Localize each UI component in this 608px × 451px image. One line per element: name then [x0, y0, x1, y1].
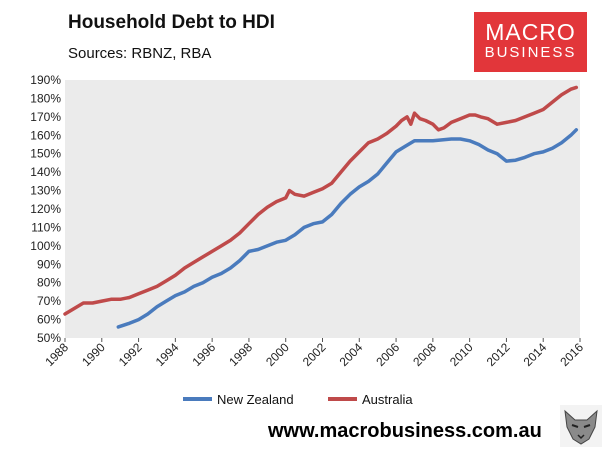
website-url: www.macrobusiness.com.au — [268, 420, 542, 442]
y-tick-label: 170% — [30, 110, 61, 124]
y-tick-label: 50% — [37, 331, 61, 345]
legend-label-new-zealand: New Zealand — [217, 392, 294, 407]
x-tick-label: 1994 — [153, 340, 182, 369]
x-tick-label: 1992 — [116, 340, 145, 369]
x-tick-label: 1998 — [226, 340, 255, 369]
page-title: Household Debt to HDI — [68, 12, 275, 33]
macrobusiness-logo: MACRO BUSINESS — [474, 12, 587, 72]
x-tick-label: 2006 — [373, 340, 402, 369]
x-tick-label: 1996 — [189, 340, 218, 369]
x-tick-label: 2004 — [337, 340, 366, 369]
x-tick-label: 2014 — [521, 340, 550, 369]
y-tick-label: 130% — [30, 184, 61, 198]
x-tick-label: 1990 — [79, 340, 108, 369]
y-tick-label: 180% — [30, 91, 61, 105]
chart-subtitle: Sources: RBNZ, RBA — [68, 45, 212, 62]
y-tick-label: 120% — [30, 202, 61, 216]
x-tick-label: 2012 — [484, 340, 513, 369]
plot-area — [65, 80, 580, 338]
x-tick-label: 2008 — [410, 340, 439, 369]
y-tick-label: 90% — [37, 257, 61, 271]
series-line-australia — [63, 85, 579, 316]
x-tick-label: 2002 — [300, 340, 329, 369]
y-tick-label: 140% — [30, 165, 61, 179]
logo-line-2: BUSINESS — [484, 44, 577, 61]
y-tick-label: 100% — [30, 239, 61, 253]
x-tick-label: 2000 — [263, 340, 292, 369]
y-tick-label: 160% — [30, 128, 61, 142]
y-tick-label: 190% — [30, 73, 61, 87]
series-line-new-zealand — [116, 128, 579, 329]
y-tick-label: 150% — [30, 147, 61, 161]
y-tick-label: 60% — [37, 313, 61, 327]
legend-label-australia: Australia — [362, 392, 413, 407]
logo-line-1: MACRO — [485, 19, 576, 45]
x-tick-label: 2016 — [557, 340, 586, 369]
y-tick-label: 110% — [31, 220, 61, 234]
chart-legend: New Zealand Australia — [183, 392, 413, 407]
x-tick-label: 2010 — [447, 340, 476, 369]
wolf-icon — [560, 405, 602, 447]
y-tick-label: 80% — [37, 276, 61, 290]
y-tick-label: 70% — [37, 294, 61, 308]
